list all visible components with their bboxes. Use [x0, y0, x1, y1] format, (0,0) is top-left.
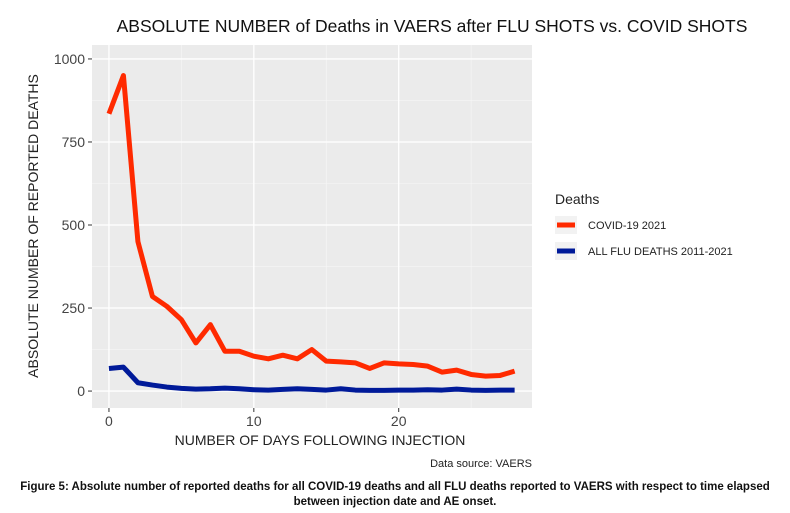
legend-title: Deaths [555, 191, 599, 207]
x-tick-label: 10 [246, 413, 262, 429]
y-tick-label: 250 [62, 300, 86, 316]
x-axis-label: NUMBER OF DAYS FOLLOWING INJECTION [175, 432, 466, 448]
figure-caption: Figure 5: Absolute number of reported de… [20, 481, 770, 508]
y-tick-label: 500 [62, 217, 86, 233]
x-tick-label: 20 [391, 413, 407, 429]
y-axis-label: ABSOLUTE NUMBER OF REPORTED DEATHS [25, 74, 41, 378]
chart-title: ABSOLUTE NUMBER of Deaths in VAERS after… [117, 16, 748, 36]
data-source: Data source: VAERS [430, 458, 532, 470]
y-tick-label: 1000 [54, 51, 85, 67]
legend-label: COVID-19 2021 [588, 220, 666, 232]
x-tick-label: 0 [105, 413, 113, 429]
y-tick-label: 750 [62, 134, 86, 150]
legend-label: ALL FLU DEATHS 2011-2021 [588, 246, 733, 258]
plot-panel [92, 45, 532, 408]
y-tick-label: 0 [77, 383, 85, 399]
